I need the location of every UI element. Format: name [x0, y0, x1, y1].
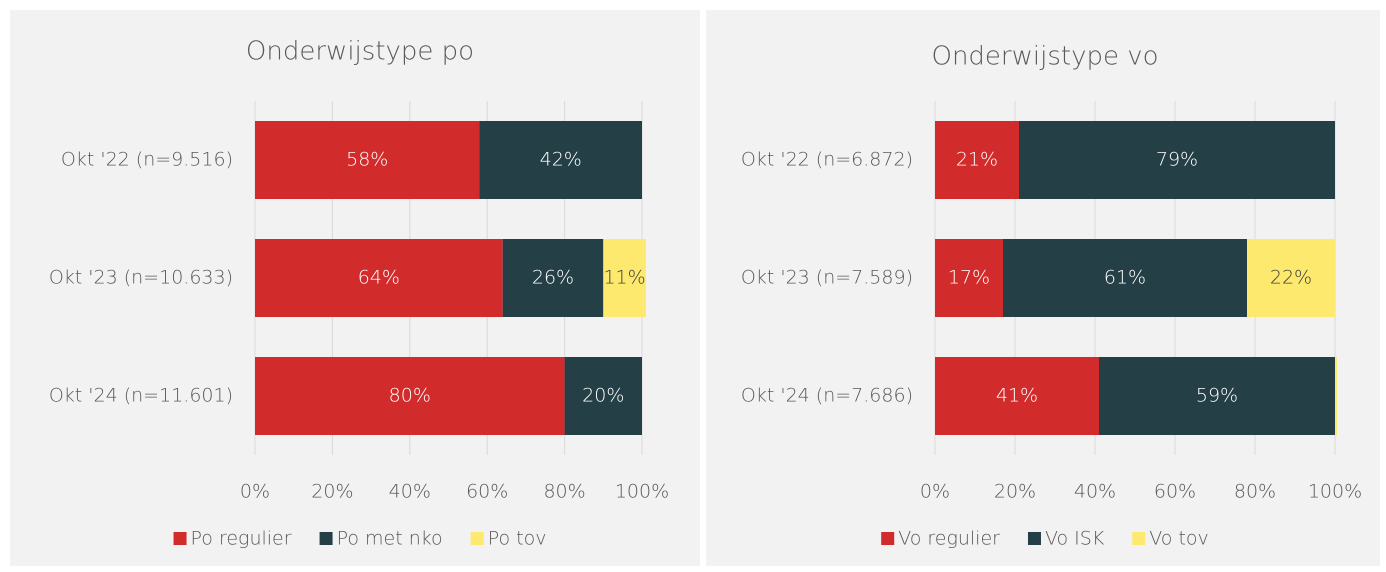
- bar-segment: [935, 239, 1003, 317]
- data-label: 80%: [389, 385, 431, 407]
- x-tick-label: 20%: [994, 481, 1036, 503]
- y-tick-label: Okt '23 (n=10.633): [49, 267, 233, 289]
- x-tick-label: 60%: [466, 481, 508, 503]
- chart-title: Onderwijstype po: [246, 37, 474, 67]
- bar-segment: [935, 121, 1019, 199]
- x-tick-label: 100%: [615, 481, 669, 503]
- y-tick-label: Okt '22 (n=6.872): [741, 149, 913, 171]
- x-tick-label: 40%: [389, 481, 431, 503]
- x-tick-label: 80%: [1234, 481, 1276, 503]
- legend-label: Po regulier: [191, 528, 292, 550]
- data-label: 41%: [996, 385, 1038, 407]
- data-label: 26%: [532, 267, 574, 289]
- data-label: 79%: [1156, 149, 1198, 171]
- data-label: 17%: [948, 267, 990, 289]
- y-tick-label: Okt '24 (n=7.686): [741, 385, 913, 407]
- x-tick-label: 0%: [920, 481, 950, 503]
- legend-swatch: [1132, 532, 1146, 545]
- x-tick-label: 80%: [543, 481, 585, 503]
- data-label: 42%: [540, 149, 582, 171]
- y-tick-label: Okt '23 (n=7.589): [741, 267, 913, 289]
- x-tick-label: 100%: [1308, 481, 1362, 503]
- bar-segment: [935, 357, 1099, 435]
- legend-label: Vo tov: [1149, 528, 1209, 550]
- x-tick-label: 40%: [1074, 481, 1116, 503]
- bar-segment: [255, 239, 503, 317]
- bar-segment: [1099, 357, 1335, 435]
- data-label: 11%: [603, 267, 645, 289]
- bar-segment: [603, 239, 646, 317]
- bar-segment: [1019, 121, 1335, 199]
- legend-swatch: [470, 532, 484, 545]
- data-label: 22%: [1270, 267, 1312, 289]
- data-label: 64%: [358, 267, 400, 289]
- legend-label: Vo ISK: [1045, 528, 1105, 550]
- bar-segment: [1003, 239, 1247, 317]
- legend-swatch: [881, 532, 895, 545]
- data-label: 21%: [956, 149, 998, 171]
- legend-swatch: [173, 532, 187, 545]
- legend-swatch: [319, 532, 333, 545]
- bar-segment: [255, 357, 565, 435]
- legend-label: Po met nko: [337, 528, 443, 550]
- data-label: 59%: [1196, 385, 1238, 407]
- chart-title: Onderwijstype vo: [931, 42, 1158, 72]
- bar-segment: [255, 121, 480, 199]
- y-tick-label: Okt '24 (n=11.601): [49, 385, 233, 407]
- x-tick-label: 60%: [1154, 481, 1196, 503]
- data-label: 20%: [582, 385, 624, 407]
- y-tick-label: Okt '22 (n=9.516): [61, 149, 233, 171]
- data-label: 61%: [1104, 267, 1146, 289]
- bar-segment: [502, 239, 604, 317]
- x-tick-label: 0%: [240, 481, 270, 503]
- legend-label: Po tov: [488, 528, 547, 550]
- bar-segment: [1247, 239, 1335, 317]
- bar-segment: [564, 357, 642, 435]
- bar-segment: [479, 121, 642, 199]
- bar-segment: [1335, 357, 1337, 435]
- legend-swatch: [1027, 532, 1041, 545]
- legend-label: Vo regulier: [898, 528, 1000, 550]
- x-tick-label: 20%: [311, 481, 353, 503]
- data-label: 58%: [346, 149, 388, 171]
